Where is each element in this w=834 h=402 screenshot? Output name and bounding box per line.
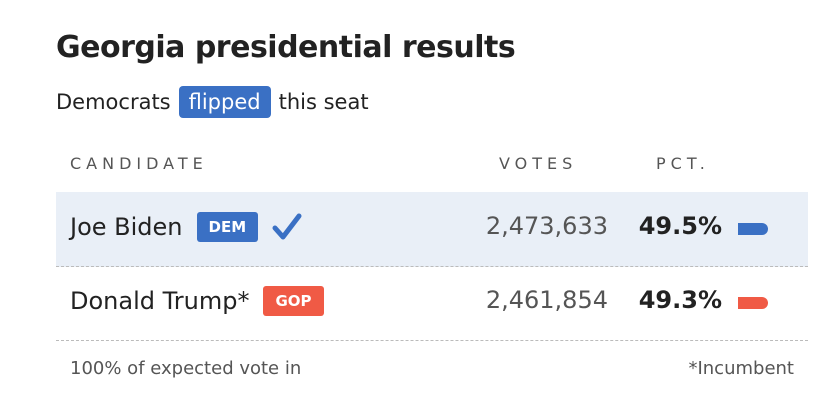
flipped-badge: flipped	[178, 86, 271, 118]
candidate-row: Joe Biden DEM 2,473,633 49.5%	[56, 192, 808, 267]
party-badge: DEM	[196, 212, 259, 242]
candidate: Donald Trump* GOP	[70, 286, 324, 316]
votes: 2,461,854	[485, 286, 608, 314]
votes: 2,473,633	[485, 212, 608, 240]
pct-bar	[738, 297, 768, 309]
candidate-name: Donald Trump*	[70, 287, 250, 315]
column-header: PCT.	[656, 154, 710, 173]
footnote: 100% of expected vote in	[70, 358, 302, 379]
party-badge: GOP	[263, 286, 324, 316]
pct: 49.3%	[638, 286, 722, 314]
candidate: Joe Biden DEM	[70, 212, 302, 242]
candidate-row: Donald Trump* GOP 2,461,854 49.3%	[56, 266, 808, 341]
column-header: VOTES	[499, 154, 578, 173]
subtitle: Democrats flipped this seat	[56, 86, 369, 118]
winner-check	[272, 213, 302, 240]
subtitle-text: Democrats	[56, 90, 171, 114]
column-header: CANDIDATE	[70, 154, 208, 173]
subtitle-text: this seat	[278, 90, 369, 114]
pct-bar	[738, 223, 768, 235]
pct: 49.5%	[638, 212, 722, 240]
candidate-name: Joe Biden	[70, 213, 183, 241]
footnote: *Incumbent	[688, 358, 794, 379]
title: Georgia presidential results	[56, 30, 516, 65]
